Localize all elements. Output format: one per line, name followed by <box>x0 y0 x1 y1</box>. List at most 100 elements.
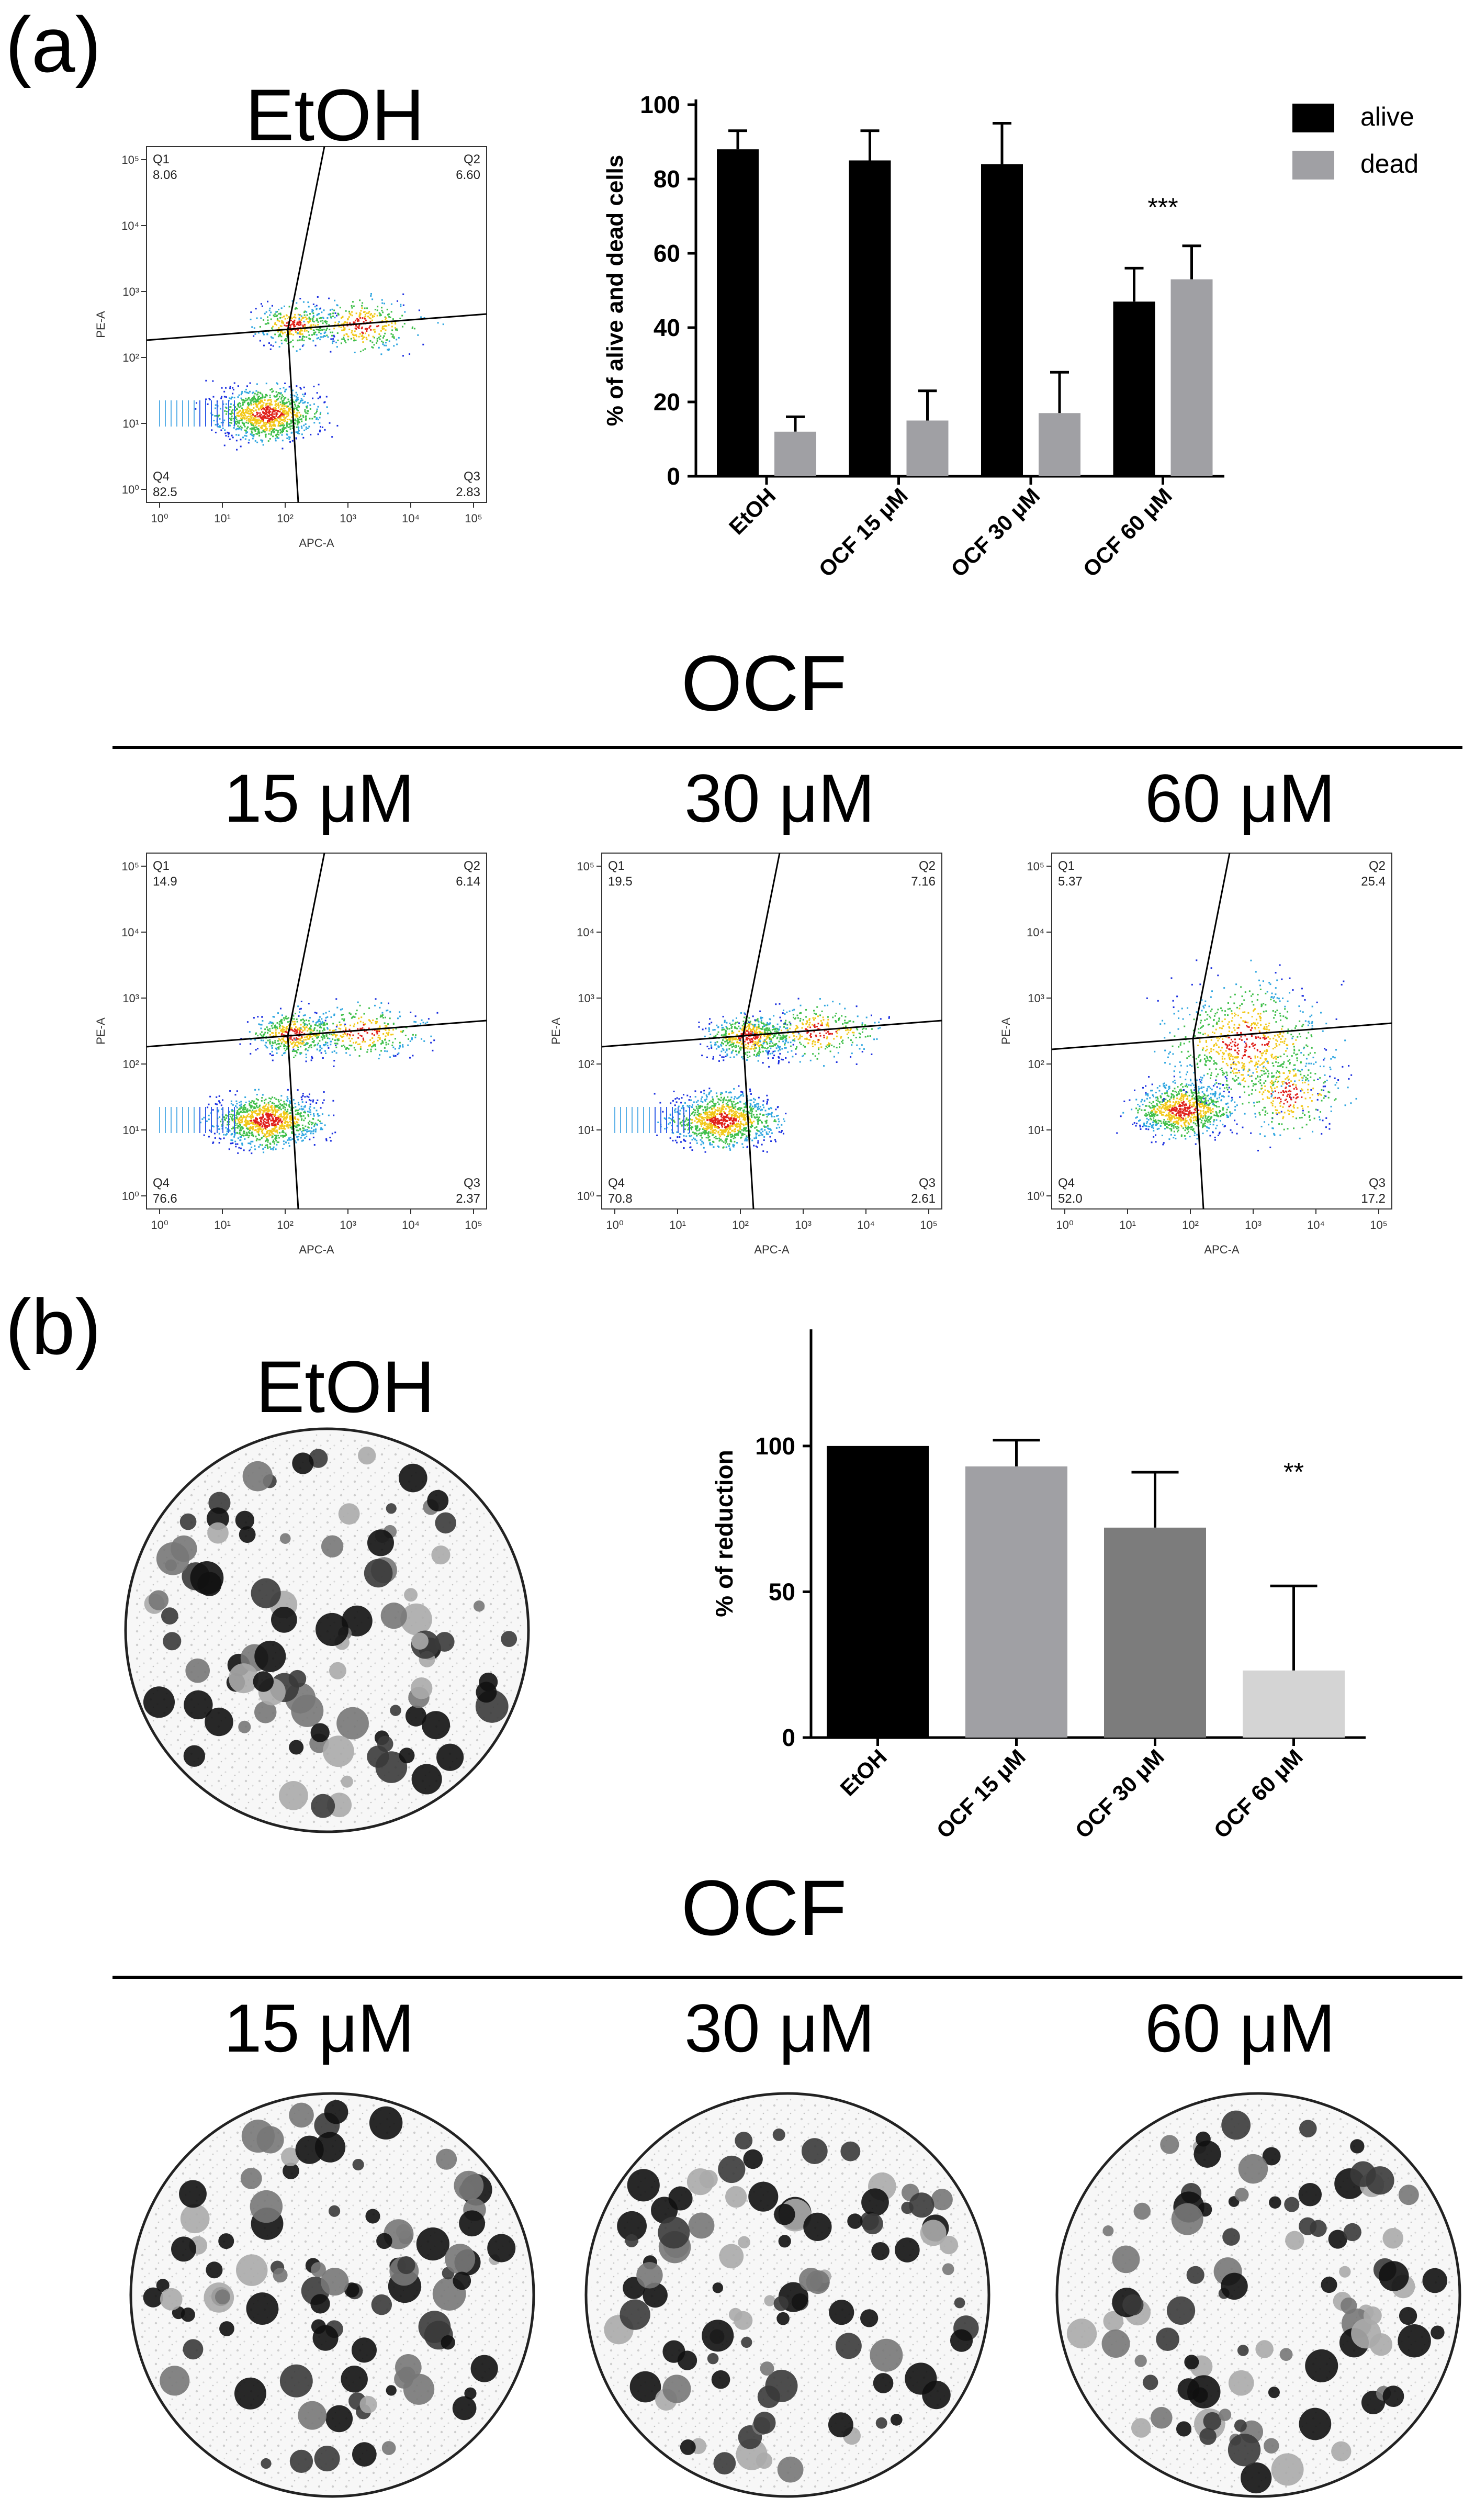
quadrant-name: Q2 <box>464 152 480 166</box>
colony <box>311 1794 335 1818</box>
colony <box>452 2396 477 2421</box>
x-tick-label: 10⁰ <box>1056 1218 1073 1231</box>
colony <box>206 2261 223 2279</box>
flow-events <box>159 293 444 451</box>
quadrant-name: Q2 <box>464 859 480 873</box>
colony <box>803 2212 832 2242</box>
colony <box>405 1705 426 1727</box>
colony <box>1339 2266 1351 2278</box>
colony <box>184 1690 213 1720</box>
quadrant-value: 6.14 <box>456 875 480 889</box>
y-tick-label: 10¹ <box>1028 1124 1044 1137</box>
colony <box>1134 2355 1147 2367</box>
bar-dead <box>906 420 949 476</box>
alive-dead-bar-chart: 0 20 40 60 80 100 % of alive and dead cells EtO… <box>602 91 1418 582</box>
y-tick-label: 10⁵ <box>121 860 139 873</box>
colony-plate-ocf15 <box>129 2092 535 2498</box>
colony <box>835 2333 862 2359</box>
colony <box>404 1588 418 1602</box>
colony <box>668 2186 693 2211</box>
colony <box>1398 2185 1419 2205</box>
quadrant-value: 8.06 <box>153 168 177 182</box>
colony <box>1186 2266 1204 2284</box>
colony <box>218 2233 234 2249</box>
x-tick-label: EtOH <box>835 1744 891 1800</box>
y-axis-title: % of reduction <box>711 1450 738 1617</box>
colony <box>171 1535 197 1562</box>
colony <box>143 2287 163 2308</box>
colony <box>289 1740 304 1755</box>
colony <box>725 2186 747 2208</box>
colony <box>1299 2217 1317 2235</box>
ocf-title-a: OCF <box>681 639 847 727</box>
colony <box>416 2227 449 2261</box>
y-tick-label: 50 <box>769 1578 795 1605</box>
colony <box>1238 2154 1268 2184</box>
colony <box>352 2158 364 2171</box>
gate-vertical-bottom <box>1192 1038 1204 1209</box>
colony <box>735 2132 753 2150</box>
x-tick-label: OCF 30 μM <box>946 483 1044 581</box>
colony <box>390 1705 401 1716</box>
y-tick-label: 10² <box>122 351 139 364</box>
y-tick-label: 10⁵ <box>121 153 139 166</box>
x-axis-label: APC-A <box>754 1243 790 1256</box>
bar-alive <box>717 149 759 476</box>
colony <box>1298 2183 1322 2207</box>
colony <box>250 2190 283 2223</box>
flow-events <box>614 998 890 1153</box>
x-tick-label: 10⁴ <box>402 1218 420 1231</box>
colony <box>453 2271 471 2290</box>
quadrant-value: 52.0 <box>1058 1192 1083 1206</box>
colony <box>422 1711 451 1740</box>
colony <box>289 2102 314 2128</box>
colony <box>748 2181 779 2212</box>
colony <box>756 2452 773 2469</box>
colony <box>298 2401 327 2430</box>
colony <box>148 1590 169 1610</box>
x-tick-label: 10¹ <box>669 1218 686 1231</box>
colony <box>295 2135 324 2164</box>
colony <box>160 2366 190 2396</box>
y-axis-title: % of alive and dead cells <box>602 155 628 426</box>
colony <box>847 2213 863 2229</box>
quadrant-value: 2.83 <box>456 485 480 499</box>
quadrant-name: Q3 <box>919 1176 936 1190</box>
flow-frame <box>601 853 942 1209</box>
colony <box>161 1607 178 1625</box>
colony <box>764 2295 775 2306</box>
colony <box>179 2180 207 2208</box>
colony <box>1066 2319 1097 2349</box>
colony <box>205 1707 233 1737</box>
y-tick-label: 10³ <box>1028 992 1044 1005</box>
x-tick-label: OCF 60 μM <box>1078 483 1176 581</box>
quadrant-value: 7.16 <box>911 875 936 889</box>
colony <box>316 1612 349 1647</box>
colony <box>1382 2227 1403 2249</box>
colony <box>829 2300 854 2325</box>
colony <box>454 2170 484 2201</box>
colony <box>367 1529 394 1556</box>
colony <box>399 1748 415 1764</box>
colony <box>711 2370 730 2389</box>
flow-axes: 10⁰ 10⁰ 10¹ 10¹ 10² 10² 10³ 10³ 10⁴ 10⁴ 10⁵ 10⁵ APC-… <box>94 146 487 550</box>
colony <box>279 1533 291 1544</box>
quadrant-value: 82.5 <box>153 485 177 499</box>
gate-horizontal <box>601 1020 942 1048</box>
colony <box>254 1640 286 1672</box>
quadrant-value: 70.8 <box>608 1192 633 1206</box>
colony <box>718 2155 746 2183</box>
colony-plate-etoh <box>124 1427 530 1833</box>
colony <box>1398 2324 1431 2358</box>
x-tick-label: 10³ <box>340 512 356 525</box>
colony <box>283 2163 299 2179</box>
colony <box>1285 2231 1304 2250</box>
bar-dead <box>1039 413 1080 476</box>
ocf-divider-a <box>112 746 1462 749</box>
colony <box>314 2446 340 2472</box>
colony <box>321 1535 344 1558</box>
x-tick-label: 10² <box>732 1218 749 1231</box>
colony <box>629 2371 661 2403</box>
colony <box>411 1764 442 1795</box>
colony <box>931 2189 953 2211</box>
